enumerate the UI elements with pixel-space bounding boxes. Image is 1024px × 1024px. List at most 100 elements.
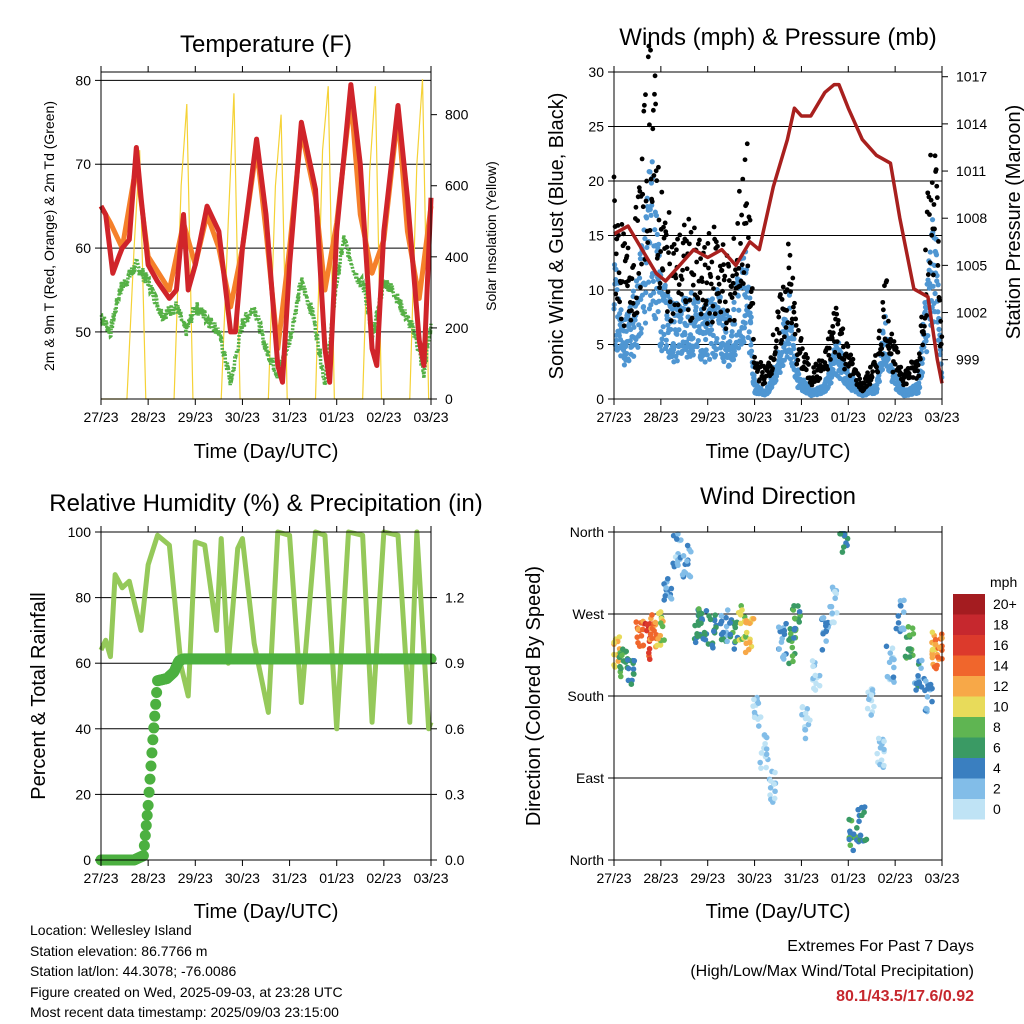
gust-point [880,299,886,305]
direction-point [723,614,729,621]
direction-point [859,812,865,819]
gust-point [671,251,677,256]
direction-point [891,664,897,671]
wind-point [669,353,675,360]
wind-point [624,350,630,357]
direction-point [796,608,803,615]
y-right-tick-label: 0.3 [445,786,465,802]
gust-point [686,216,692,222]
wind-point [703,336,709,343]
gust-point [850,356,856,362]
direction-point [833,590,839,597]
direction-point [901,597,907,604]
y-right-tick-label: 200 [445,320,469,336]
wind-point [642,309,648,315]
direction-point [727,619,734,626]
gust-point [874,364,879,370]
gust-point [841,344,846,350]
gust-point [726,278,732,283]
wind-point [627,338,633,344]
wind-point [885,356,891,362]
gust-point [914,358,920,364]
gust-point [878,342,884,348]
legend-label: 0 [993,801,1001,817]
wind-point [919,360,925,366]
wind-point [777,369,783,375]
station-info: Location: Wellesley Island Station eleva… [30,920,343,1023]
direction-point [694,631,700,637]
wind-point [653,212,660,219]
direction-point [745,646,752,653]
direction-series [611,531,945,854]
direction-point [890,674,897,680]
gust-point [784,307,790,313]
gust-point [688,229,694,235]
gust-point [708,281,714,287]
direction-point [906,632,913,639]
direction-point [902,653,909,660]
x-tick-label: 30/23 [225,870,260,886]
gust-point [664,244,670,250]
direction-point [647,631,654,638]
gust-point [795,357,801,363]
wind-point [791,336,797,342]
gust-point [742,157,748,163]
direction-point [743,634,749,640]
direction-point [623,648,630,655]
direction-point [812,687,819,693]
gust-point [710,303,716,309]
gust-point [932,226,937,232]
x-tick-label: 30/23 [737,409,772,425]
gust-point [744,141,750,147]
gust-point [697,237,702,243]
direction-point [652,619,659,626]
gust-point [659,189,665,195]
direction-point [935,654,941,660]
gust-point [785,241,791,247]
direction-point [644,627,650,634]
direction-point [673,536,680,542]
wind-point [888,362,894,368]
gust-point [725,308,730,314]
wind-point [626,358,632,364]
direction-point [856,818,862,825]
wind-point [712,352,719,358]
gust-point [734,271,739,277]
gust-point [651,173,657,178]
gust-point [830,330,836,336]
direction-point [829,610,836,616]
gust-point [726,263,732,269]
gust-point [929,180,935,185]
gust-point [684,266,690,272]
gust-point [891,339,897,344]
direction-point [869,687,876,693]
direction-point [913,687,919,693]
gust-point [828,357,833,362]
direction-point [631,671,637,677]
x-tick-label: 27/23 [596,870,631,886]
gust-point [830,323,836,329]
wind-point [746,285,752,291]
direction-point [758,750,765,756]
direction-point [772,769,778,776]
direction-point [802,715,809,722]
wind-point [735,345,742,351]
winds-panel: Winds (mph) & Pressure (mb) 27/23 28/23 29… [546,24,1024,463]
gust-point [652,91,657,97]
gust-point [740,281,746,286]
direction-point [684,558,690,564]
direction-point [932,636,939,643]
gust-point [850,361,855,367]
wind-point [690,335,696,341]
gust-point [662,220,668,226]
gust-point [731,236,737,241]
gust-point [920,342,926,348]
gust-point [880,307,886,313]
wind-point [660,324,666,330]
direction-point [787,630,794,637]
wind-point [654,231,660,238]
gust-point [930,272,936,278]
precip-point [146,747,158,759]
gust-point [629,276,635,282]
x-tick-label: 31/23 [272,409,307,425]
